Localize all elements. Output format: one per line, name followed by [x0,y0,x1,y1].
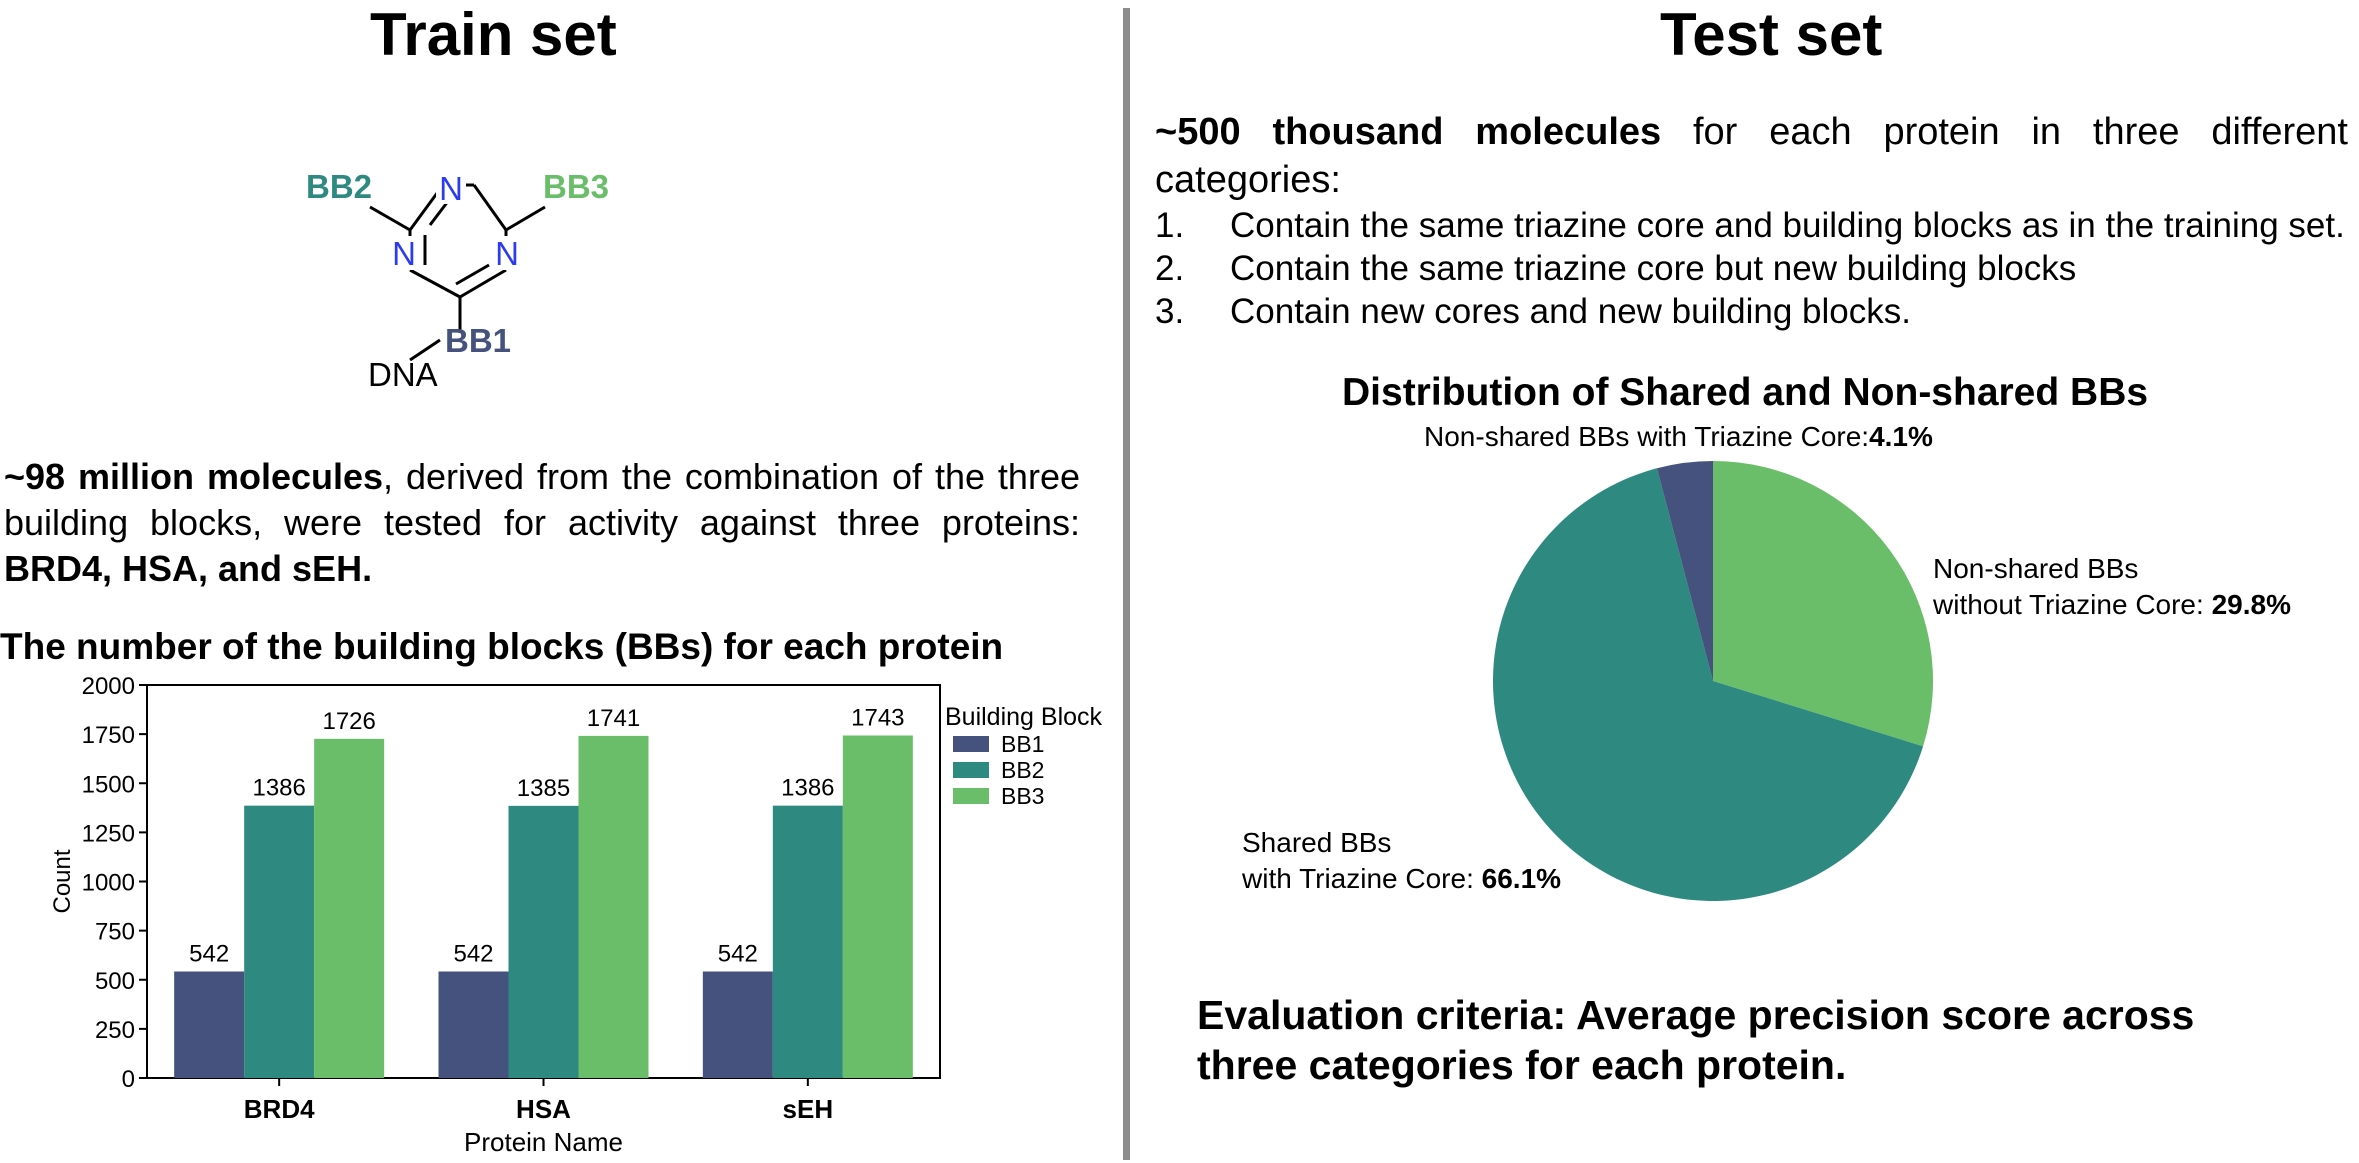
pie-slice-nonshared-without-core [1713,461,1933,747]
bar-bb1-brd4 [174,971,245,1078]
bar-value-label: 542 [453,940,493,967]
bar-bb2-seh [772,805,843,1078]
legend-swatch-bb1 [953,736,989,752]
legend-label-bb3: BB3 [1001,783,1044,809]
triazine-molecule-diagram: N N N BB2 BB3 BB1 DNA [306,168,609,393]
category-number: 3. [1155,292,1185,331]
bar-bb3-seh [842,735,913,1078]
train-description: ~98 million molecules, derived from the … [4,454,1080,592]
bar-value-label: 1386 [252,775,305,802]
y-tick-label: 1750 [82,722,135,749]
y-tick-label: 250 [95,1017,135,1044]
train-description-text: , derived from the combination of the th… [4,456,1080,543]
pie-label-nonshared-without-core-line2: without Triazine Core: 29.8% [1932,589,2291,620]
protein-list: BRD4, HSA, and sEH. [4,548,373,589]
legend-title: Building Block [945,703,1103,731]
train-molecule-count: ~98 million molecules [4,456,384,497]
atom-n-left: N [392,235,416,272]
pie-chart: Non-shared BBs with Triazine Core:4.1% N… [1241,421,2291,901]
legend-swatch-bb3 [953,788,989,804]
category-text: Contain new cores and new building block… [1230,292,1911,331]
pie-chart-title: Distribution of Shared and Non-shared BB… [1342,371,2149,414]
y-tick-label: 1250 [82,820,135,847]
y-tick-label: 2000 [82,673,135,700]
bar-value-label: 1385 [517,775,570,802]
legend-label-bb2: BB2 [1001,757,1044,783]
y-tick-label: 500 [95,968,135,995]
category-number: 1. [1155,206,1185,245]
bar-value-label: 1386 [781,775,834,802]
bb2-label: BB2 [306,168,372,205]
y-axis-label: Count [49,849,76,913]
evaluation-line-1: Evaluation criteria: Average precision s… [1197,992,2195,1038]
pie-slice-nonshared-with-core [1656,461,1713,681]
bar-bb2-brd4 [244,805,315,1078]
bar-value-label: 542 [189,940,229,967]
bar-chart-title: The number of the building blocks (BBs) … [0,626,1004,667]
y-tick-label: 750 [95,919,135,946]
category-text: Contain the same triazine core and build… [1230,206,2345,245]
y-tick-label: 1500 [82,771,135,798]
bar-value-label: 542 [718,940,758,967]
bb1-label: BB1 [445,322,511,359]
bar-bb1-seh [702,971,773,1078]
test-description: ~500 thousand molecules for each protein… [1155,108,2348,204]
atom-n-top: N [439,170,463,207]
pie-label-shared-line2: with Triazine Core: 66.1% [1241,863,1561,894]
test-set-title: Test set [1660,1,1883,68]
evaluation-criteria: Evaluation criteria: Average precision s… [1197,990,2194,1090]
atom-n-right: N [495,235,519,272]
x-tick-label: sEH [783,1094,834,1124]
y-tick-label: 1000 [82,870,135,897]
x-tick-label: HSA [516,1094,571,1124]
pie-label-nonshared-with-core: Non-shared BBs with Triazine Core:4.1% [1424,421,1933,452]
y-tick-label: 0 [122,1066,135,1093]
evaluation-line-2: three categories for each protein. [1197,1042,1847,1088]
train-set-title: Train set [370,1,617,68]
x-axis-label: Protein Name [464,1127,623,1157]
category-number: 2. [1155,249,1185,288]
category-text: Contain the same triazine core but new b… [1230,249,2077,288]
pie-label-nonshared-without-core-line1: Non-shared BBs [1933,553,2138,584]
legend-swatch-bb2 [953,762,989,778]
bar-bb3-hsa [578,735,649,1078]
bar-bb2-hsa [508,805,579,1078]
bar-value-label: 1743 [851,705,904,732]
bar-value-label: 1726 [322,708,375,735]
bar-bb1-hsa [438,971,509,1078]
test-description-text: for each protein in three different cate… [1155,111,2348,201]
pie-slice-shared-with-core [1493,468,1924,901]
bar-bb3-brd4 [314,738,385,1078]
pie-label-shared-line1: Shared BBs [1242,827,1391,858]
dna-label: DNA [368,356,438,393]
vertical-divider [1123,8,1130,1160]
x-tick-label: BRD4 [244,1094,315,1124]
bb3-label: BB3 [543,168,609,205]
test-molecule-count: ~500 thousand molecules [1155,111,1662,153]
bar-chart: 0 250 500 750 1000 1250 1500 1750 2000 Count BRD4 H… [49,673,1103,1157]
bar-value-label: 1741 [587,705,640,732]
legend-label-bb1: BB1 [1001,731,1044,757]
